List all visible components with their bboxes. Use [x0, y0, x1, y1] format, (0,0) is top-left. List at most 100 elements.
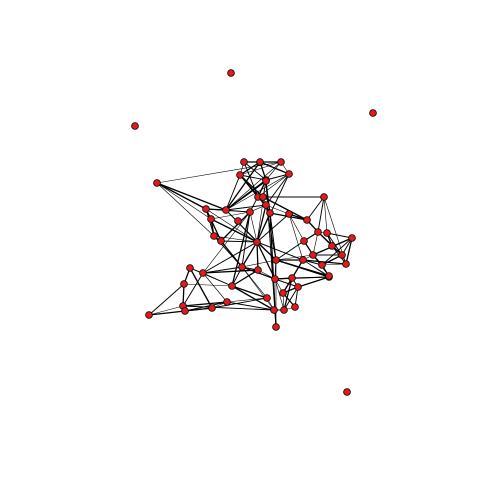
- graph-edge: [297, 276, 330, 288]
- graph-edge: [182, 272, 204, 307]
- graph-edge: [302, 259, 347, 265]
- graph-node: [266, 209, 274, 217]
- graph-node: [186, 264, 194, 272]
- graph-node: [288, 274, 296, 282]
- graph-edge: [156, 182, 212, 220]
- graph-node: [222, 206, 230, 214]
- graph-edge: [288, 213, 305, 242]
- graph-node: [294, 283, 302, 291]
- graph-edge: [312, 231, 319, 256]
- graph-node: [291, 303, 299, 311]
- graph-node: [236, 171, 244, 179]
- graph-edge: [256, 204, 267, 243]
- graph-edge: [182, 305, 275, 311]
- graph-edge: [220, 240, 243, 268]
- graph-node: [300, 237, 308, 245]
- graph-edge: [202, 269, 259, 274]
- graph-edge: [321, 237, 353, 266]
- graph-node: [210, 232, 218, 240]
- graph-node: [320, 193, 328, 201]
- graph-edge: [148, 283, 185, 316]
- graph-node: [323, 229, 331, 237]
- graph-node: [263, 294, 271, 302]
- graph-node: [318, 261, 326, 269]
- graph-node: [153, 179, 161, 187]
- graph-node: [262, 177, 270, 185]
- graph-edge: [148, 305, 184, 316]
- graph-edge: [202, 272, 228, 303]
- graph-node: [227, 69, 235, 77]
- graph-edge: [345, 237, 353, 265]
- graph-edge: [256, 241, 276, 280]
- graph-edge: [306, 196, 325, 221]
- graph-node: [285, 210, 293, 218]
- graph-edge: [262, 196, 308, 221]
- graph-edge: [291, 276, 330, 279]
- graph-edge: [220, 211, 251, 242]
- graph-edge: [265, 173, 290, 206]
- graph-edge: [156, 182, 227, 211]
- graph-node: [207, 215, 215, 223]
- graph-edge: [241, 259, 277, 268]
- graph-node: [262, 201, 270, 209]
- graph-edge: [202, 241, 258, 274]
- graph-edge: [211, 297, 268, 309]
- graph-node: [246, 208, 254, 216]
- graph-node: [240, 158, 248, 166]
- graph-node: [228, 282, 236, 290]
- graph-node: [180, 280, 188, 288]
- graph-node: [272, 256, 280, 264]
- graph-edge: [283, 286, 299, 311]
- graph-edge: [302, 259, 330, 277]
- graph-node: [223, 298, 231, 306]
- graph-edge: [265, 161, 282, 181]
- graph-edge: [241, 211, 251, 268]
- graph-node: [277, 158, 285, 166]
- graph-edge: [183, 283, 233, 287]
- graph-node: [254, 266, 262, 274]
- graph-node: [314, 228, 322, 236]
- graph-node: [369, 109, 377, 117]
- graph-node: [343, 388, 351, 396]
- graph-edge: [239, 161, 282, 176]
- graph-edge: [231, 285, 275, 311]
- graph-edge: [243, 161, 267, 181]
- graph-edge: [256, 241, 259, 271]
- graph-edge: [231, 285, 268, 299]
- graph-edge: [241, 266, 268, 299]
- graph-node: [271, 275, 279, 283]
- graph-edge: [189, 267, 233, 287]
- graph-node: [325, 272, 333, 280]
- graph-edge: [241, 266, 275, 311]
- graph-node: [145, 311, 153, 319]
- graph-node: [299, 256, 307, 264]
- graph-node: [131, 122, 139, 130]
- graph-node: [280, 306, 288, 314]
- graph-node: [217, 237, 225, 245]
- nodes-layer: [131, 69, 377, 396]
- graph-node: [279, 289, 287, 297]
- graph-edge: [323, 196, 328, 234]
- graph-edge: [288, 213, 304, 261]
- graph-edge: [210, 218, 258, 243]
- graph-edge: [225, 209, 277, 261]
- graph-edge: [226, 297, 268, 303]
- graph-edge: [274, 278, 285, 311]
- graph-node: [272, 323, 280, 331]
- graph-edge: [182, 301, 228, 307]
- graph-node: [256, 158, 264, 166]
- graph-edge: [275, 259, 330, 277]
- graph-node: [234, 217, 242, 225]
- graph-edge: [184, 301, 228, 312]
- graph-edge: [205, 208, 258, 243]
- graph-edge: [275, 254, 314, 261]
- graph-edge: [225, 161, 261, 211]
- graph-edge: [225, 174, 241, 211]
- graph-edge: [239, 161, 261, 176]
- graph-edge: [249, 211, 258, 243]
- graph-edge: [210, 211, 251, 220]
- graph-edge: [156, 182, 215, 237]
- graph-edge: [226, 301, 275, 311]
